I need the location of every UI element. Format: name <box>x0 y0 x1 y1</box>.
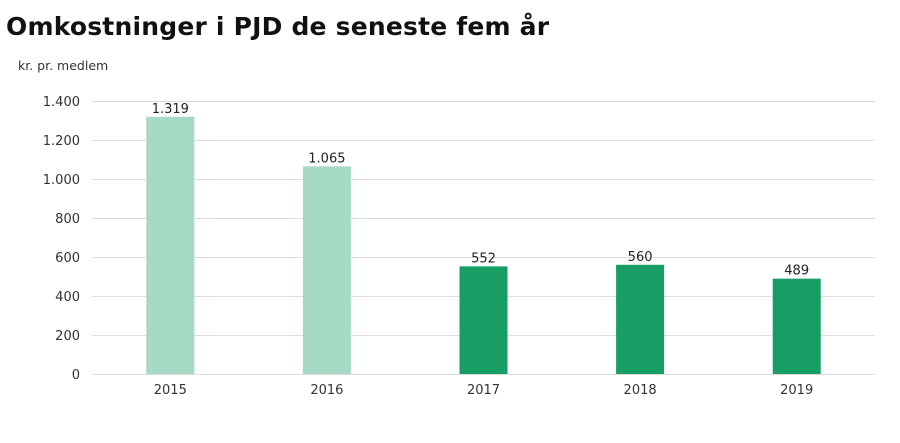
y-tick-label: 200 <box>55 329 80 344</box>
x-tick-label: 2019 <box>780 383 813 398</box>
x-tick-label: 2017 <box>467 383 500 398</box>
bar-2016 <box>302 166 351 374</box>
bar-2018 <box>616 264 665 374</box>
x-tick-label: 2018 <box>624 383 657 398</box>
y-tick-label: 600 <box>55 251 80 266</box>
data-label-2017: 552 <box>471 251 496 266</box>
data-label-2015: 1.319 <box>152 102 189 117</box>
y-tick-label: 1.000 <box>43 173 80 188</box>
y-axis-ticks: 0 200 400 600 800 1.000 1.200 1.400 <box>43 95 80 383</box>
data-label-2016: 1.065 <box>308 151 345 166</box>
y-tick-label: 800 <box>55 212 80 227</box>
bar-2015 <box>146 116 195 375</box>
x-axis-ticks: 2015 2016 2017 2018 2019 <box>154 383 813 398</box>
y-tick-label: 0 <box>72 368 80 383</box>
bar-2017 <box>459 266 508 374</box>
y-tick-label: 1.400 <box>43 95 80 110</box>
data-label-2019: 489 <box>784 264 809 279</box>
x-tick-label: 2015 <box>154 383 187 398</box>
data-labels: 1.319 1.065 552 560 489 <box>152 102 809 279</box>
bars <box>146 116 821 375</box>
y-tick-label: 1.200 <box>43 134 80 149</box>
chart-title: Omkostninger i PJD de seneste fem år <box>6 12 550 41</box>
y-axis-unit-label: kr. pr. medlem <box>18 58 109 73</box>
y-tick-label: 400 <box>55 290 80 305</box>
bar-2019 <box>772 278 821 374</box>
data-label-2018: 560 <box>628 250 653 265</box>
x-tick-label: 2016 <box>310 383 343 398</box>
